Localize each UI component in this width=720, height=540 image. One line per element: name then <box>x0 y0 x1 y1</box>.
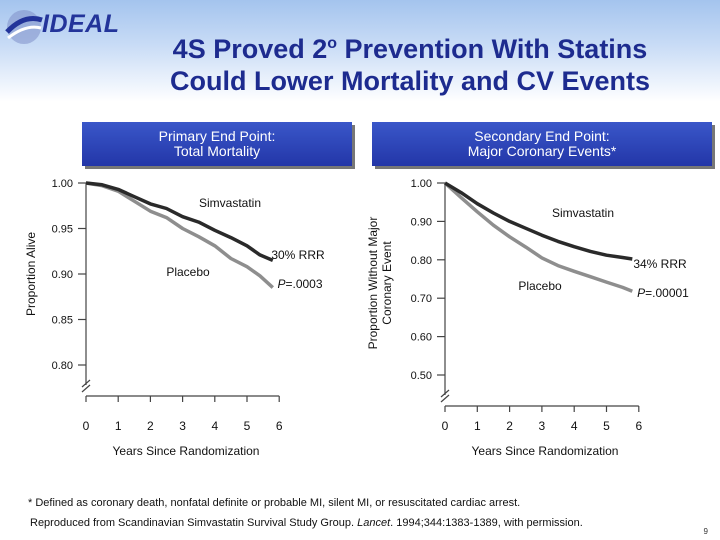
left-x-tick-label: 2 <box>147 419 154 433</box>
left-x-axis-label: Years Since Randomization <box>113 444 260 458</box>
footnote-definition: * Defined as coronary death, nonfatal de… <box>28 497 521 509</box>
right-p-value-label: P=.00001 <box>637 286 689 300</box>
globe-swoosh-icon <box>5 10 43 44</box>
right-y-tick-label: 0.60 <box>411 332 432 344</box>
title-line-1-part-b: Prevention With Statins <box>337 34 648 64</box>
primary-endpoint-label: Primary End Point: <box>158 128 276 144</box>
left-rrr-label: 30% RRR <box>271 248 325 262</box>
secondary-endpoint-box: Secondary End Point: Major Coronary Even… <box>372 122 712 166</box>
source-citation: Reproduced from Scandinavian Simvastatin… <box>30 517 358 529</box>
right-x-tick-label: 0 <box>442 419 449 433</box>
footnote-source: Reproduced from Scandinavian Simvastatin… <box>30 517 583 529</box>
left-x-tick-label: 3 <box>179 419 186 433</box>
page-number: 9 <box>703 527 708 536</box>
right-x-tick-label: 3 <box>539 419 546 433</box>
left-y-tick-label: 0.80 <box>52 360 73 372</box>
right-y-tick-label: 0.50 <box>411 370 432 382</box>
secondary-endpoint-label: Secondary End Point: <box>474 128 610 144</box>
title-line-1-part-a: 4S Proved 2 <box>172 34 328 64</box>
left-x-tick-label: 4 <box>211 419 218 433</box>
left-axis-break <box>81 379 91 388</box>
left-y-axis-label: Proportion Alive <box>24 232 38 316</box>
right-simvastatin-label: Simvastatin <box>552 206 614 220</box>
right-series-simvastatin <box>444 181 633 261</box>
left-y-tick-label: 1.00 <box>52 178 73 190</box>
right-axis-break-2 <box>440 394 450 403</box>
left-placebo-label: Placebo <box>166 265 210 279</box>
left-y-tick-label: 0.85 <box>52 315 73 327</box>
right-y-tick-label: 0.70 <box>411 293 432 305</box>
left-x-tick-label: 1 <box>115 419 122 433</box>
left-x-tick-label: 0 <box>83 419 90 433</box>
left-simvastatin-label: Simvastatin <box>199 196 261 210</box>
right-y-tick-label: 0.90 <box>411 216 432 228</box>
source-details: . 1994;344:1383-1389, with permission. <box>390 517 583 529</box>
left-series-simvastatin <box>85 181 274 263</box>
right-x-tick-label: 2 <box>506 419 513 433</box>
right-y-axis-label-line2: Coronary Event <box>380 241 394 325</box>
journal-name: Lancet <box>357 517 391 529</box>
right-y-tick-label: 1.00 <box>411 178 432 190</box>
right-x-tick-label: 1 <box>474 419 481 433</box>
right-series-placebo <box>443 181 633 293</box>
left-axis-break-2 <box>81 384 91 393</box>
right-axis-break <box>440 389 450 398</box>
slide-title: 4S Proved 2o Prevention With Statins Cou… <box>110 28 710 97</box>
title-line-1: 4S Proved 2o Prevention With Statins <box>110 28 710 65</box>
right-placebo-label: Placebo <box>518 279 562 293</box>
title-line-2: Could Lower Mortality and CV Events <box>169 66 651 96</box>
right-x-tick-label: 4 <box>571 419 578 433</box>
ideal-logo: IDEAL <box>4 6 122 48</box>
right-y-axis-label-line1: Proportion Without Major <box>366 217 380 350</box>
primary-endpoint-box: Primary End Point: Total Mortality <box>82 122 352 166</box>
title-superscript: o <box>327 35 338 52</box>
right-x-axis-label: Years Since Randomization <box>472 444 619 458</box>
left-x-tick-label: 6 <box>276 419 283 433</box>
logo-text: IDEAL <box>42 10 120 38</box>
right-rrr-label: 34% RRR <box>633 257 687 271</box>
left-p-value-label: P=.0003 <box>277 277 322 291</box>
right-x-tick-label: 6 <box>635 419 642 433</box>
secondary-endpoint-name: Major Coronary Events* <box>467 143 617 159</box>
right-x-tick-label: 5 <box>603 419 610 433</box>
left-y-tick-label: 0.90 <box>52 269 73 281</box>
title-band <box>0 0 720 102</box>
right-y-tick-label: 0.80 <box>411 255 432 267</box>
left-x-tick-label: 5 <box>244 419 251 433</box>
left-y-tick-label: 0.95 <box>52 224 73 236</box>
primary-endpoint-name: Total Mortality <box>173 143 261 159</box>
